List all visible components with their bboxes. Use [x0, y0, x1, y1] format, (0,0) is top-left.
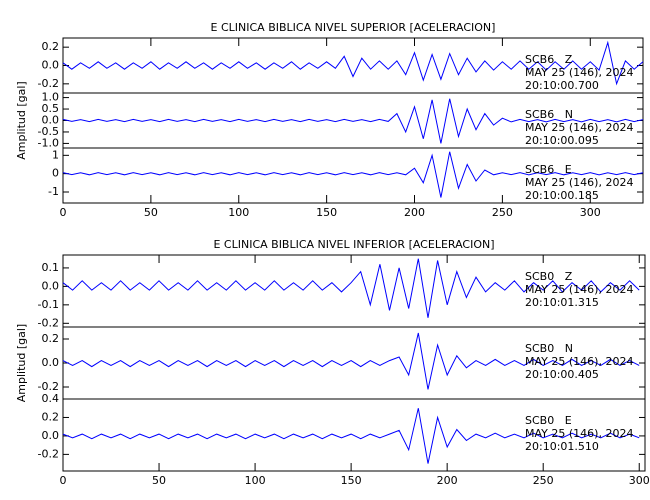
x-tick-label: 250	[533, 474, 554, 487]
station-label: SCB6 Z	[525, 53, 573, 66]
date-label: MAY 25 (146), 2024	[525, 121, 633, 134]
y-tick-label: -0.2	[38, 447, 59, 460]
y-tick-label: 1	[52, 148, 59, 161]
date-label: MAY 25 (146), 2024	[525, 427, 633, 440]
station-label: SCB6 N	[525, 108, 573, 121]
time-label: 20:10:00.095	[525, 134, 599, 147]
station-label: SCB0 E	[525, 414, 572, 427]
y-tick-label: 0.0	[42, 356, 60, 369]
y-tick-label: 0.4	[42, 392, 60, 405]
time-label: 20:10:00.185	[525, 189, 599, 202]
waveform	[62, 98, 644, 144]
waveform	[62, 408, 640, 464]
station-label: SCB0 Z	[525, 270, 573, 283]
time-label: 20:10:01.510	[525, 440, 599, 453]
x-tick-label: 100	[228, 206, 249, 219]
x-tick-label: 200	[404, 206, 425, 219]
y-tick-label: 1.0	[42, 91, 60, 104]
x-tick-label: 0	[60, 206, 67, 219]
time-label: 20:10:01.315	[525, 296, 599, 309]
time-label: 20:10:00.700	[525, 79, 599, 92]
date-label: MAY 25 (146), 2024	[525, 283, 633, 296]
date-label: MAY 25 (146), 2024	[525, 66, 633, 79]
x-tick-label: 100	[245, 474, 266, 487]
y-tick-label: 0.2	[42, 40, 60, 53]
y-tick-label: 0.1	[42, 261, 60, 274]
station-label: SCB0 N	[525, 342, 573, 355]
x-tick-label: 250	[492, 206, 513, 219]
y-tick-label: -0.2	[38, 77, 59, 90]
y-tick-label: 0.5	[42, 102, 60, 115]
waveform	[62, 332, 640, 390]
x-tick-label: 150	[341, 474, 362, 487]
station-label: SCB6 E	[525, 163, 572, 176]
waveform	[62, 151, 644, 198]
chart-title: E CLINICA BIBLICA NIVEL INFERIOR [ACELER…	[213, 238, 494, 251]
waveform	[62, 258, 640, 318]
time-label: 20:10:00.405	[525, 368, 599, 381]
y-tick-label: -1	[48, 185, 59, 198]
y-axis-label: Amplitud [gal]	[15, 324, 28, 402]
waveform	[62, 40, 644, 86]
x-tick-label: 300	[629, 474, 650, 487]
y-tick-label: 0.0	[42, 279, 60, 292]
y-axis-label: Amplitud [gal]	[15, 81, 28, 159]
y-tick-label: -1.0	[38, 136, 59, 149]
y-tick-label: -0.5	[38, 125, 59, 138]
y-tick-label: 0.0	[42, 114, 60, 127]
y-tick-label: -0.1	[38, 298, 59, 311]
y-tick-label: -0.2	[38, 316, 59, 329]
y-tick-label: 0.0	[42, 429, 60, 442]
y-tick-label: 0.0	[42, 59, 60, 72]
x-tick-label: 50	[144, 206, 158, 219]
date-label: MAY 25 (146), 2024	[525, 176, 633, 189]
x-tick-label: 50	[152, 474, 166, 487]
x-tick-label: 200	[437, 474, 458, 487]
panel-frame	[62, 147, 644, 204]
y-tick-label: -0.2	[38, 380, 59, 393]
y-tick-label: 0.2	[42, 410, 60, 423]
y-tick-label: 0.2	[42, 332, 60, 345]
date-label: MAY 25 (146), 2024	[525, 355, 633, 368]
x-tick-label: 150	[316, 206, 337, 219]
y-tick-label: 0	[52, 167, 59, 180]
x-tick-label: 300	[580, 206, 601, 219]
chart-title: E CLINICA BIBLICA NIVEL SUPERIOR [ACELER…	[211, 21, 496, 34]
panel-frame	[62, 398, 646, 472]
x-tick-label: 0	[60, 474, 67, 487]
